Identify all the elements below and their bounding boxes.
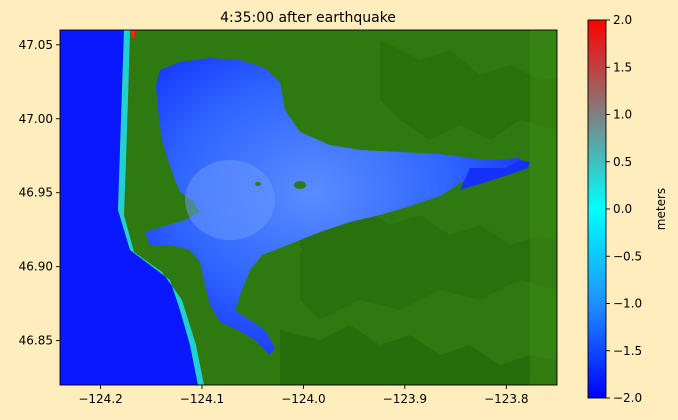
colorbar-tick-label: −1.5 (613, 344, 642, 358)
bay-island (294, 181, 306, 189)
y-axis: 46.85 46.90 46.95 47.00 47.05 (19, 38, 60, 348)
coast-red-spot (131, 30, 135, 38)
x-axis: −124.2 −124.1 −124.0 −123.9 −123.8 (78, 385, 528, 406)
colorbar-tick-label: −0.5 (613, 249, 642, 263)
x-tick-label: −123.9 (383, 392, 427, 406)
plot-frame (59, 29, 558, 386)
terrain-texture (280, 40, 557, 385)
map-area (60, 30, 557, 385)
coastline-shoal (118, 30, 204, 385)
colorbar-label: meters (654, 188, 668, 230)
y-tick-label: 46.85 (19, 334, 53, 348)
colorbar-tick-label: 1.0 (613, 108, 632, 122)
x-tick-label: −124.0 (281, 392, 325, 406)
x-tick-label: −124.1 (180, 392, 224, 406)
y-tick-label: 47.00 (19, 112, 53, 126)
east-edge-strip (530, 30, 557, 385)
colorbar-tick-label: −1.0 (613, 297, 642, 311)
bay-inner-shallows (185, 160, 275, 240)
colorbar-ticks: 2.0 1.5 1.0 0.5 0.0 −0.5 −1.0 −1.5 −2.0 (606, 13, 642, 405)
y-tick-label: 47.05 (19, 38, 53, 52)
x-tick-label: −124.2 (78, 392, 122, 406)
colorbar (587, 19, 607, 399)
y-tick-label: 46.95 (19, 186, 53, 200)
colorbar-tick-label: −2.0 (613, 391, 642, 405)
bay-island (255, 182, 261, 186)
colorbar-tick-label: 2.0 (613, 13, 632, 27)
colorbar-tick-label: 0.0 (613, 202, 632, 216)
ocean (60, 30, 198, 385)
bay-island (290, 246, 302, 254)
chart-title: 4:35:00 after earthquake (220, 10, 396, 26)
colorbar-tick-label: 1.5 (613, 60, 632, 74)
bay-inlet-channel (460, 160, 530, 190)
x-tick-label: −123.8 (484, 392, 528, 406)
bay-water (145, 58, 520, 355)
y-tick-label: 46.90 (19, 260, 53, 274)
colorbar-tick-label: 0.5 (613, 155, 632, 169)
